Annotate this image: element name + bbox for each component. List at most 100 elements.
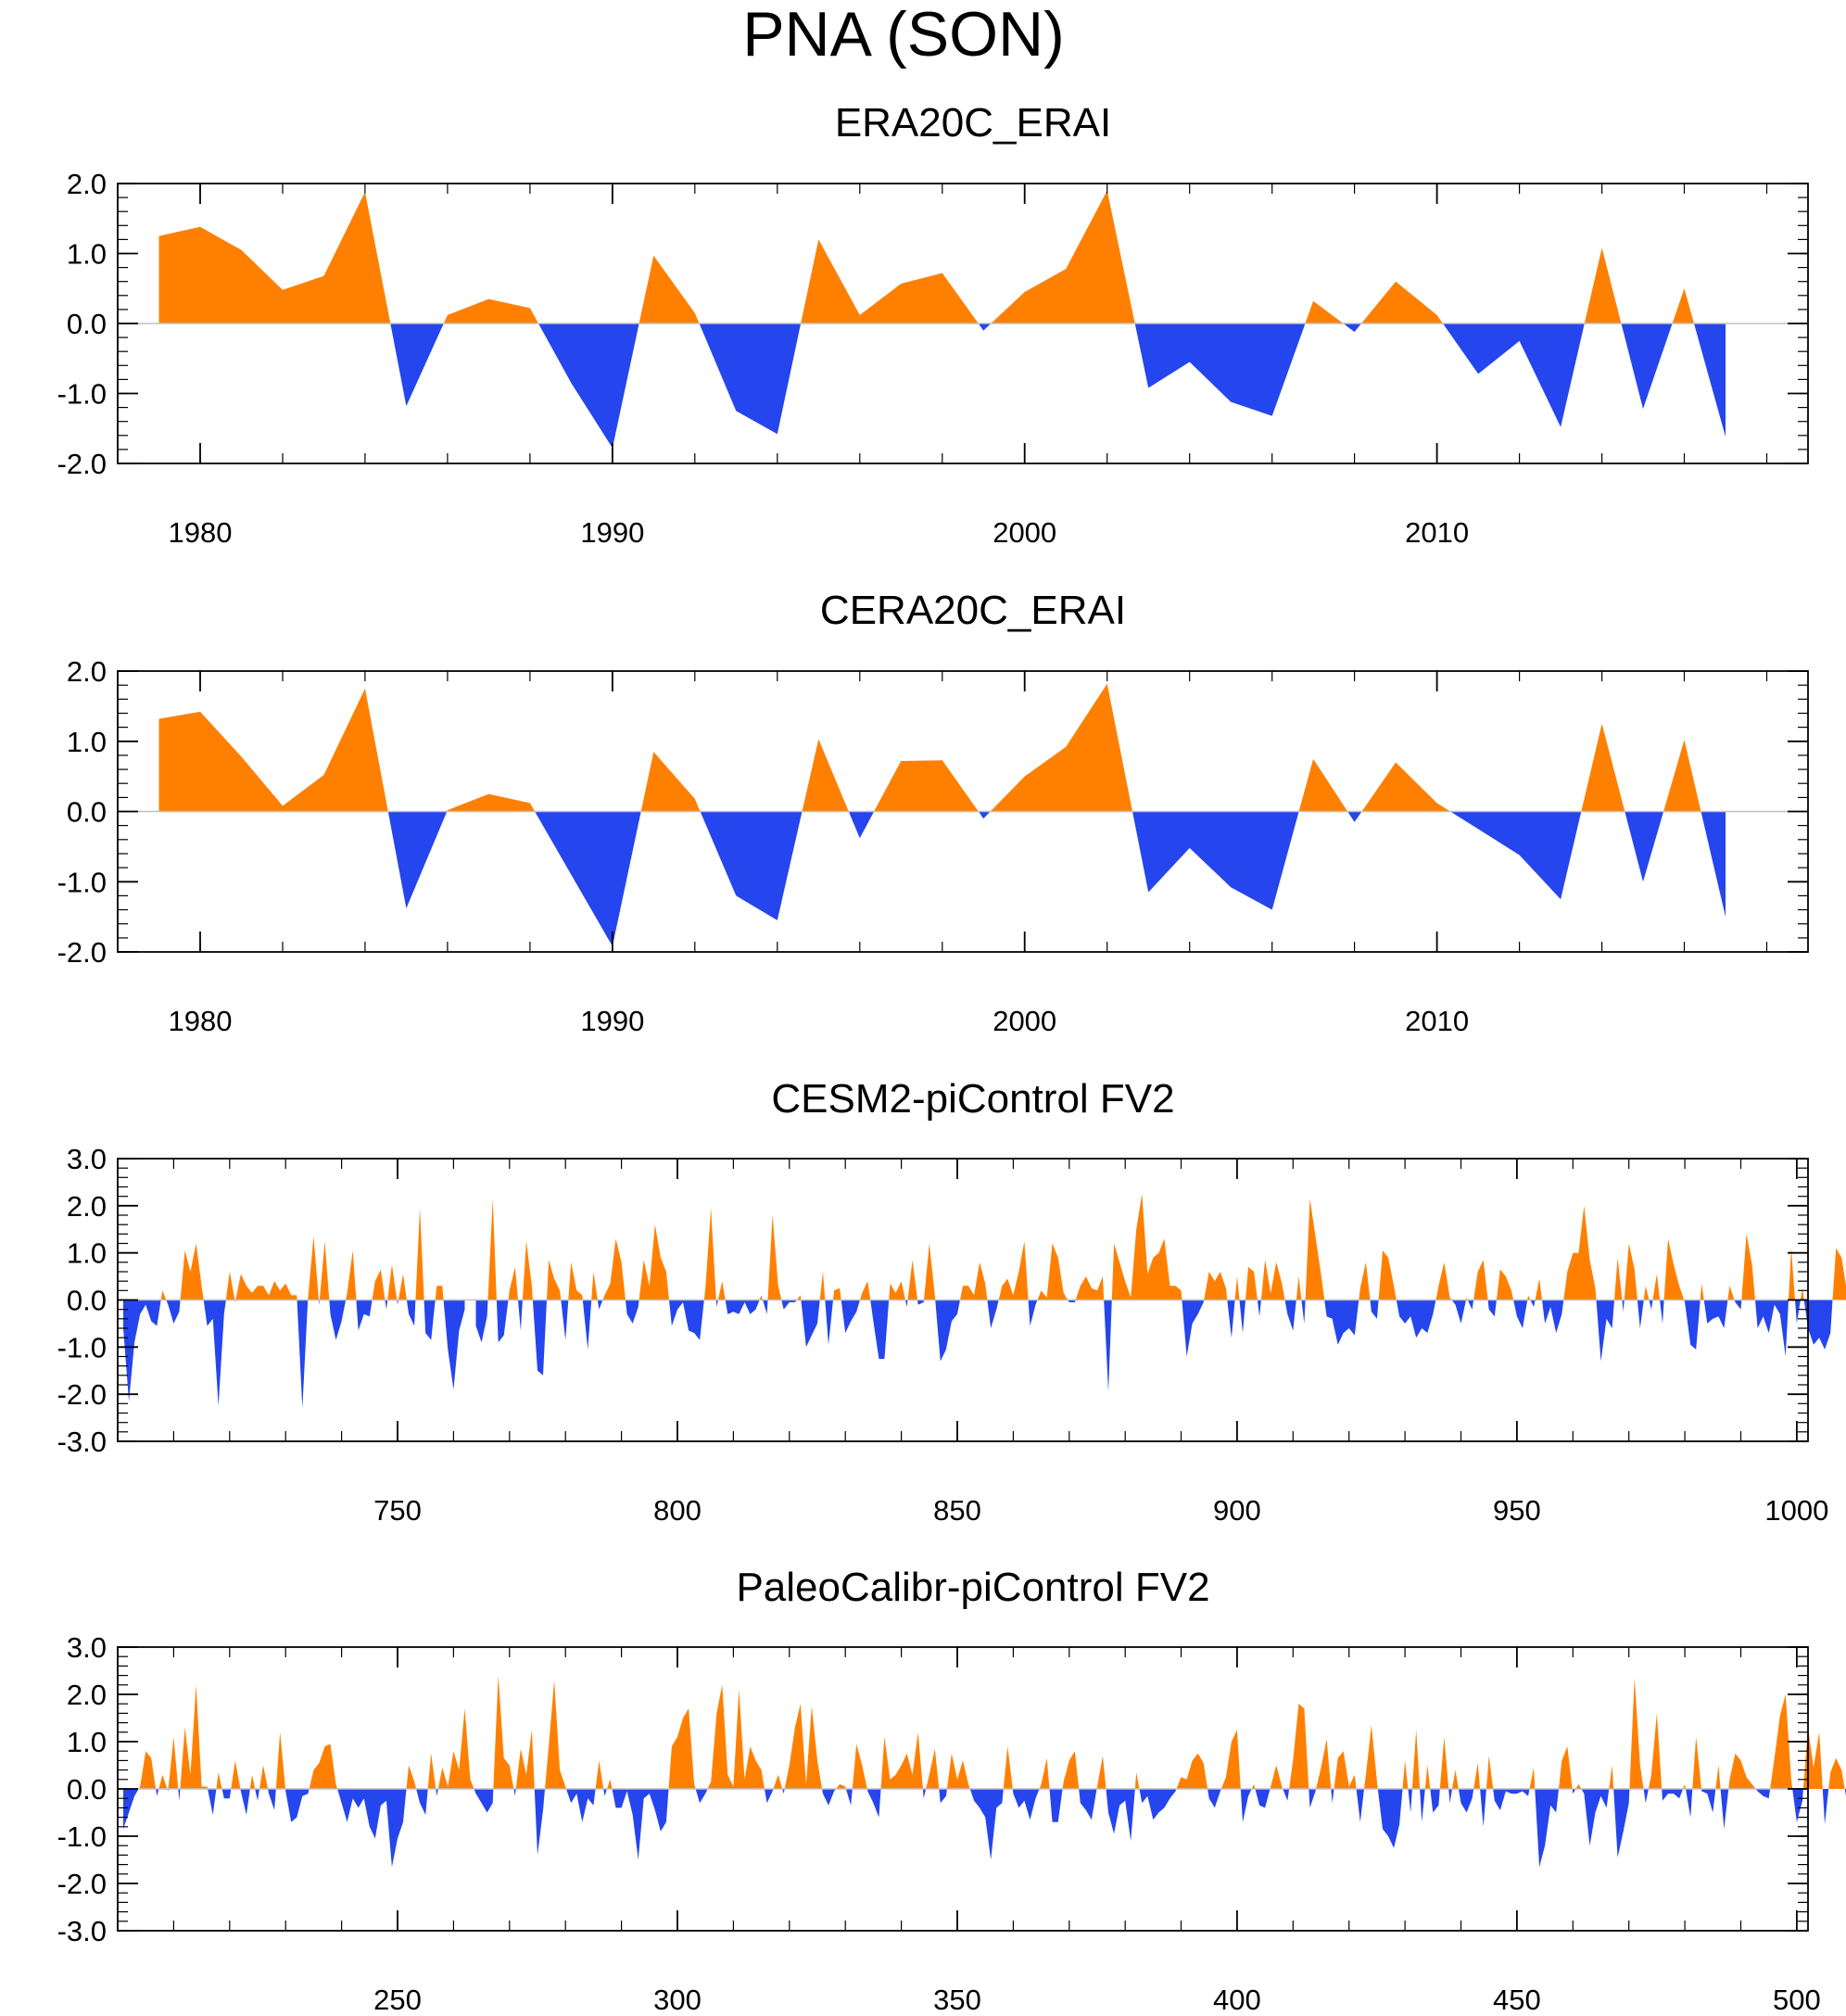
y-tick-label: 2.0 [67,655,107,688]
panel-cesm2-picontrol: CESM2-piControl FV2 -3.0 -2.0 -1.0 0.0 1.0 2.… [57,1076,1846,1527]
negative-area [496,1300,509,1343]
positive-area [767,1215,782,1300]
positive-area [1361,281,1443,323]
positive-area [1496,1269,1514,1300]
negative-area [1803,1300,1833,1350]
negative-area [1572,1789,1576,1794]
positive-area [249,1774,256,1789]
negative-area [782,1789,785,1794]
positive-area [522,1241,533,1300]
negative-area [848,811,875,839]
y-tick-label: 1.0 [67,1726,107,1758]
positive-area [924,1243,936,1300]
negative-area [538,323,639,449]
panel-title: ERA20C_ERAI [835,100,1111,146]
x-tick-label: 850 [933,1494,981,1527]
y-tick-label: 2.0 [67,1679,107,1711]
positive-area [309,1743,338,1789]
y-tick-label: 1.0 [67,238,107,271]
positive-area [435,1286,444,1300]
negative-area [1755,1789,1771,1799]
positive-area [1039,1757,1050,1789]
negative-area [1822,1789,1829,1825]
positive-area [568,1262,583,1300]
positive-area [508,1266,518,1300]
negative-area [1513,1300,1528,1328]
positive-area [1111,1194,1182,1300]
positive-area [138,1751,157,1789]
positive-area [639,255,700,323]
negative-area [208,1789,217,1815]
negative-area [1660,1300,1664,1324]
positive-area [1359,1262,1371,1300]
positive-area [1075,1276,1105,1300]
negative-area [475,1300,488,1343]
positive-area [1378,1250,1397,1300]
positive-area [639,1224,669,1300]
positive-area [1452,1769,1459,1789]
negative-area [922,1789,927,1799]
negative-area [1467,1300,1474,1310]
negative-area [1182,1300,1205,1357]
negative-area [1139,1789,1177,1820]
negative-area [1377,1789,1403,1848]
panel-cera20c-erai: CERA20C_ERAI -2.0 -1.0 0.0 1.0 2.0 1980 1990 20… [57,588,1809,1037]
positive-area [1584,247,1622,323]
positive-area [1652,1274,1661,1300]
positive-area [1609,1765,1614,1789]
positive-area [427,1753,436,1789]
negative-area [1487,1300,1497,1317]
negative-area [870,1300,890,1359]
positive-area [275,1731,285,1789]
negative-area [763,1300,768,1314]
positive-area [946,1753,970,1789]
y-tick-label: 0.0 [67,308,107,340]
positive-area [1134,1772,1140,1789]
negative-area [474,1789,494,1813]
negative-area [1257,1300,1261,1317]
negative-area [987,1300,999,1328]
negative-area [1239,1300,1245,1334]
negative-area [1284,1300,1296,1331]
x-tick-label: 1980 [169,516,233,549]
positive-area [1234,1276,1240,1300]
negative-area [1356,1789,1364,1822]
positive-area [515,1730,535,1789]
negative-area [387,811,448,908]
x-tick-label: 500 [1773,1984,1821,2016]
negative-area [939,1789,947,1804]
x-tick-label: 2010 [1405,1005,1469,1037]
negative-area [905,1300,908,1308]
negative-area [1324,1300,1359,1345]
positive-area [1643,1286,1650,1300]
negative-area [1734,1300,1742,1310]
positive-area [1800,1287,1804,1300]
positive-area [158,688,388,812]
positive-area [707,1684,765,1789]
negative-area [566,1789,596,1822]
positive-area [1581,723,1625,812]
negative-area [1596,1300,1614,1362]
negative-area [123,1300,161,1401]
x-tick-label: 1000 [1764,1494,1828,1527]
positive-area [1832,1248,1846,1300]
negative-area [1408,1789,1412,1813]
positive-area [1727,1286,1735,1300]
positive-area [447,793,536,812]
positive-area [591,1272,598,1300]
negative-area [582,1300,592,1350]
negative-area [1309,1789,1317,1808]
negative-area [240,1789,250,1815]
x-tick-label: 400 [1213,1984,1261,2016]
panel-title: PaleoCalibr-piControl FV2 [736,1565,1209,1610]
y-tick-label: 3.0 [67,1143,107,1175]
negative-area [1207,1789,1221,1808]
positive-area [437,1708,474,1789]
negative-area [518,1300,523,1331]
positive-area [1296,1276,1302,1300]
positive-area [1692,1736,1701,1789]
negative-area [1451,1300,1466,1324]
negative-area [1370,1300,1379,1319]
negative-area [1012,1789,1040,1820]
